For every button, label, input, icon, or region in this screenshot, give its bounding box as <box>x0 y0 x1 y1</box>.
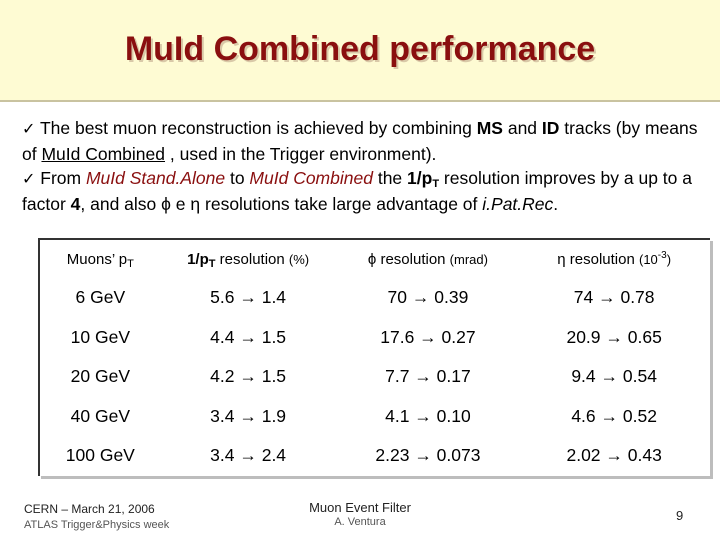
table-row: 40 GeV 3.4 → 1.9 4.1 → 0.10 4.6 → 0.52 <box>40 397 708 437</box>
bullet-1-text-a: The best muon reconstruction is achieved… <box>35 118 477 138</box>
header-inv-pt-resolution: 1/pT resolution (%) <box>161 240 336 278</box>
bullet-2-ipatrec: i.Pat.Rec <box>482 194 554 214</box>
cell-eta-resolution: 9.4 → 0.54 <box>571 366 657 387</box>
header-eta-unit-suffix: ) <box>666 251 672 267</box>
footer-date-line: CERN – March 21, 2006 <box>24 502 155 516</box>
eta-symbol: η <box>190 194 201 214</box>
header-eta-text: resolution <box>565 250 639 268</box>
cell-muon-pt: 10 GeV <box>70 326 130 347</box>
header-inv-pt-symbol: 1/pT <box>187 250 216 270</box>
bullet-1-text-c: tracks (by means of <box>22 118 698 164</box>
cell-phi-resolution: 4.1 → 0.10 <box>385 405 471 426</box>
header-eta-unit-exponent: -3 <box>657 249 667 261</box>
footer-speaker: A. Ventura <box>334 516 386 528</box>
footer-event-line: ATLAS Trigger&Physics week <box>24 519 170 531</box>
cell-muon-pt: 6 GeV <box>75 287 126 308</box>
bullet-2-text-c: the <box>372 168 408 188</box>
bullet-1-muid-combined: MuId Combined <box>41 144 166 164</box>
table-header-row: Muons’ pT 1/pT resolution (%) ϕ resoluti… <box>40 240 708 278</box>
bullet-1-ms: MS <box>476 118 503 138</box>
cell-phi-resolution: 70 → 0.39 <box>387 287 469 308</box>
header-muons-pt: Muons’ pT <box>40 240 161 278</box>
checkmark-icon: ✓ <box>22 171 36 188</box>
eta-symbol: η <box>557 250 566 268</box>
header-eta-resolution: η resolution (10-3) <box>520 240 708 278</box>
header-eta-unit: (10-3) <box>638 249 672 267</box>
cell-muon-pt: 40 GeV <box>70 405 130 426</box>
header-muons-pt-text: Muons’ p <box>66 250 128 268</box>
bullet-2-text-f: e <box>170 194 191 214</box>
slide-title: MuId Combined performance <box>124 30 596 68</box>
cell-muon-pt: 100 GeV <box>65 445 135 466</box>
header-muons-pt-sub: T <box>127 257 134 270</box>
bullet-2-resolution-label: 1/pT <box>407 168 440 190</box>
cell-phi-resolution: 17.6 → 0.27 <box>380 326 476 347</box>
header-phi-resolution: ϕ resolution (mrad) <box>336 240 521 278</box>
header-phi-unit: (mrad) <box>449 251 488 267</box>
cell-muon-pt: 20 GeV <box>70 366 130 387</box>
header-eta-unit-prefix: (10 <box>638 251 658 267</box>
cell-inv-pt-resolution: 3.4 → 2.4 <box>210 445 287 466</box>
cell-inv-pt-resolution: 3.4 → 1.9 <box>210 405 287 426</box>
phi-symbol: ϕ <box>367 250 377 268</box>
resolution-table-frame: Muons’ pT 1/pT resolution (%) ϕ resoluti… <box>38 238 710 476</box>
table-row: 100 GeV 3.4 → 2.4 2.23 → 0.073 2.02 → 0.… <box>40 436 708 476</box>
cell-eta-resolution: 20.9 → 0.65 <box>566 326 662 347</box>
cell-phi-resolution: 2.23 → 0.073 <box>375 445 481 466</box>
header-inv-pt-prefix: 1/p <box>187 250 209 268</box>
cell-eta-resolution: 2.02 → 0.43 <box>566 445 662 466</box>
bullet-2-text-a: From <box>35 168 86 188</box>
cell-inv-pt-resolution: 4.4 → 1.5 <box>210 326 287 347</box>
cell-eta-resolution: 4.6 → 0.52 <box>571 405 657 426</box>
cell-inv-pt-resolution: 4.2 → 1.5 <box>210 366 287 387</box>
table-row: 20 GeV 4.2 → 1.5 7.7 → 0.17 9.4 → 0.54 <box>40 357 708 397</box>
bullet-2-text-h: . <box>553 194 559 214</box>
header-inv-pt-sub: T <box>208 257 216 270</box>
table-row: 6 GeV 5.6 → 1.4 70 → 0.39 74 → 0.78 <box>40 278 708 318</box>
bullet-1-text-d: , used in the Trigger environment). <box>165 144 437 164</box>
bullet-text: ✓ The best muon reconstruction is achiev… <box>22 116 702 216</box>
bullet-2-resolution-sub: T <box>432 178 440 190</box>
bullet-2-factor: 4 <box>70 194 81 214</box>
footer-center: Muon Event Filter A. Ventura <box>280 500 440 528</box>
bullet-2-resolution-prefix: 1/p <box>407 168 433 188</box>
bullet-2-text-b: to <box>225 168 250 188</box>
bullet-2-combined: MuId Combined <box>249 168 373 188</box>
header-phi-text: resolution <box>376 250 450 268</box>
table-row: 10 GeV 4.4 → 1.5 17.6 → 0.27 20.9 → 0.65 <box>40 318 708 358</box>
header-inv-pt-text: resolution <box>215 250 289 268</box>
bullet-2-text-g: resolutions take large advantage of <box>200 194 483 214</box>
title-band: MuId Combined performance <box>0 0 720 102</box>
bullet-1-text-b: and <box>502 118 542 138</box>
cell-eta-resolution: 74 → 0.78 <box>573 287 655 308</box>
bullet-2-text-e: , and also <box>80 194 162 214</box>
header-inv-pt-unit: (%) <box>288 251 310 267</box>
footer-left: CERN – March 21, 2006 ATLAS Trigger&Phys… <box>24 502 169 531</box>
resolution-table: Muons’ pT 1/pT resolution (%) ϕ resoluti… <box>40 240 708 476</box>
cell-inv-pt-resolution: 5.6 → 1.4 <box>210 287 287 308</box>
checkmark-icon: ✓ <box>22 121 36 138</box>
cell-phi-resolution: 7.7 → 0.17 <box>385 366 471 387</box>
bullet-2-text-d: resolution improves by a up to a factor <box>22 168 692 214</box>
phi-symbol: ϕ <box>161 194 171 214</box>
bullet-1-id: ID <box>541 118 560 138</box>
footer-talk-title: Muon Event Filter <box>309 500 411 515</box>
page-number: 9 <box>676 508 684 523</box>
bullet-2-standalone: MuId Stand.Alone <box>85 168 226 188</box>
